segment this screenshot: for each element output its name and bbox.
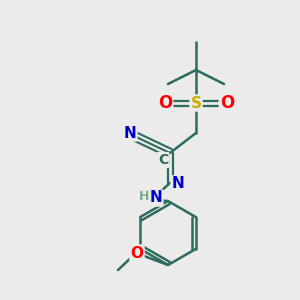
Text: N: N	[124, 125, 136, 140]
Text: O: O	[130, 245, 143, 260]
Text: N: N	[150, 190, 162, 206]
Text: C: C	[158, 153, 168, 167]
Text: S: S	[190, 95, 202, 110]
Text: O: O	[220, 94, 234, 112]
Text: N: N	[172, 176, 184, 191]
Text: H: H	[139, 190, 149, 202]
Text: O: O	[158, 94, 172, 112]
